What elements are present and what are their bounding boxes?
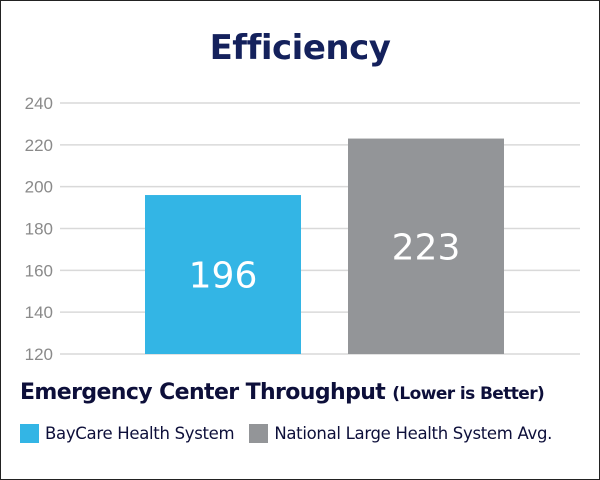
legend-item-baycare: BayCare Health System: [20, 424, 235, 443]
legend-swatch-baycare: [20, 424, 39, 443]
y-tick-label: 120: [25, 345, 53, 364]
y-tick-label: 240: [25, 94, 53, 113]
y-tick-label: 140: [25, 303, 53, 322]
subtitle-note: (Lower is Better): [392, 384, 545, 404]
subtitle-text: Emergency Center Throughput: [20, 380, 386, 405]
y-tick-label: 180: [25, 220, 53, 239]
legend-label-baycare: BayCare Health System: [45, 424, 235, 443]
legend: BayCare Health System National Large Hea…: [20, 424, 567, 443]
chart-subtitle: Emergency Center Throughput (Lower is Be…: [20, 380, 545, 405]
bar-national: [348, 138, 504, 354]
legend-swatch-national: [249, 424, 269, 443]
bar-value-label: 223: [392, 227, 461, 268]
bar-baycare: [145, 195, 301, 354]
bar-value-label: 196: [189, 256, 258, 297]
chart-title: Efficiency: [209, 28, 391, 68]
legend-label-national: National Large Health System Avg.: [274, 424, 553, 443]
y-tick-label: 220: [25, 136, 53, 155]
y-tick-label: 160: [25, 261, 53, 280]
y-tick-label: 200: [25, 178, 53, 197]
legend-item-national: National Large Health System Avg.: [249, 424, 552, 443]
